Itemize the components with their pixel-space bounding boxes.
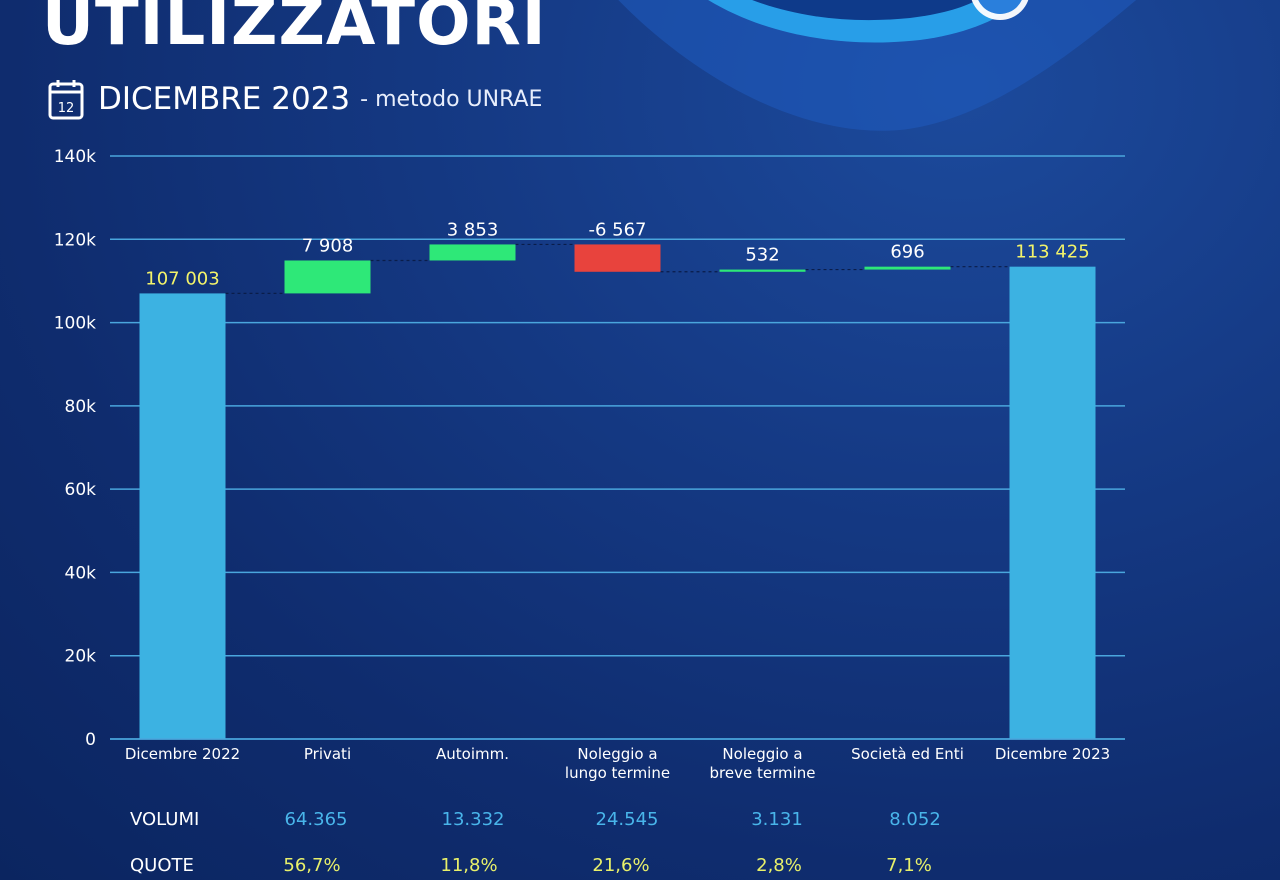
- x-tick-label: Società ed Enti: [851, 745, 964, 763]
- bar: [1009, 266, 1096, 739]
- x-tick-label: lungo termine: [565, 764, 670, 782]
- bar: [574, 244, 661, 272]
- quote-label: QUOTE: [130, 855, 194, 876]
- volumi-societa-enti: 8.052: [889, 809, 941, 830]
- data-label: 696: [890, 242, 924, 263]
- bar: [139, 293, 226, 739]
- data-label: 7 908: [302, 235, 354, 256]
- bar: [864, 266, 951, 270]
- volumi-noleggio-breve: 3.131: [751, 809, 803, 830]
- quote-privati: 56,7%: [283, 855, 341, 876]
- y-tick-label: 60k: [65, 480, 97, 500]
- y-tick-label: 100k: [54, 314, 96, 334]
- x-tick-label: Dicembre 2022: [125, 745, 240, 763]
- volumi-autoimm: 13.332: [441, 809, 505, 830]
- data-label: 532: [745, 245, 779, 266]
- quote-noleggio-breve: 2,8%: [756, 855, 802, 876]
- y-tick-label: 120k: [54, 230, 96, 250]
- y-tick-label: 40k: [65, 563, 97, 583]
- y-tick-label: 140k: [54, 147, 96, 167]
- bar: [284, 260, 371, 294]
- x-tick-label: Dicembre 2023: [995, 745, 1110, 763]
- decorative-swoosh: [618, 0, 1137, 131]
- calendar-icon-text: 12: [58, 101, 75, 116]
- data-label: 113 425: [1015, 242, 1089, 263]
- subtitle-row: 12 DICEMBRE 2023 - metodo UNRAE: [48, 78, 542, 120]
- y-tick-label: 80k: [65, 397, 97, 417]
- quote-noleggio-lungo: 21,6%: [592, 855, 650, 876]
- x-tick-label: breve termine: [710, 764, 816, 782]
- volumi-label: VOLUMI: [130, 809, 200, 830]
- y-tick-label: 0: [85, 730, 96, 750]
- x-tick-label: Autoimm.: [436, 745, 509, 763]
- volumi-privati: 64.365: [284, 809, 348, 830]
- x-tick-label: Privati: [304, 745, 351, 763]
- volumi-noleggio-lungo: 24.545: [595, 809, 659, 830]
- waterfall-chart: 0 20k 40k 60k 80k 100k 120k 140k 107 003 Dicembre…: [54, 147, 1125, 782]
- data-label: -6 567: [588, 219, 646, 240]
- bar: [719, 269, 806, 272]
- method-label: - metodo UNRAE: [360, 86, 543, 112]
- data-label: 3 853: [447, 219, 499, 240]
- y-tick-label: 20k: [65, 647, 97, 667]
- x-tick-label: Noleggio a: [722, 745, 802, 763]
- quote-societa-enti: 7,1%: [886, 855, 932, 876]
- calendar-icon: 12: [48, 80, 84, 120]
- subtitle: DICEMBRE 2023: [98, 81, 351, 117]
- page-title: UTILIZZATORI: [42, 0, 547, 60]
- data-label: 107 003: [145, 268, 219, 289]
- quote-autoimm: 11,8%: [440, 855, 498, 876]
- x-tick-label: Noleggio a: [577, 745, 657, 763]
- bar: [429, 244, 516, 261]
